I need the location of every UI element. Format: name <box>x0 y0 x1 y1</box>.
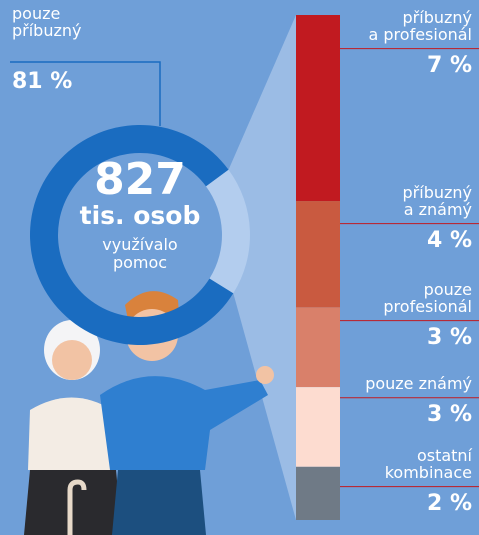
center-unit: tis. osob <box>40 203 240 228</box>
category-label: pouze profesionál <box>383 282 472 316</box>
bar-segment <box>296 387 340 467</box>
value-label: 3 % <box>427 403 472 426</box>
bar-segment <box>296 15 340 201</box>
center-value: 827 <box>40 158 240 202</box>
infographic: pouze příbuzný 81 % 827 tis. osob využív… <box>0 0 479 535</box>
category-label: pouze příbuzný <box>12 6 81 40</box>
value-label: 7 % <box>427 54 472 77</box>
bar-segment <box>296 307 340 387</box>
value-label: 3 % <box>427 326 472 349</box>
value-label: 81 % <box>12 70 72 93</box>
category-label: příbuzný a známý <box>403 185 472 219</box>
category-label: ostatní kombinace <box>385 448 472 482</box>
center-caption: využívalo pomoc <box>40 236 240 273</box>
bar-segment <box>296 467 340 520</box>
category-label: pouze známý <box>365 376 472 393</box>
bar-segment <box>296 201 340 307</box>
value-label: 4 % <box>427 229 472 252</box>
category-label: příbuzný a profesionál <box>369 10 473 44</box>
value-label: 2 % <box>427 492 472 515</box>
